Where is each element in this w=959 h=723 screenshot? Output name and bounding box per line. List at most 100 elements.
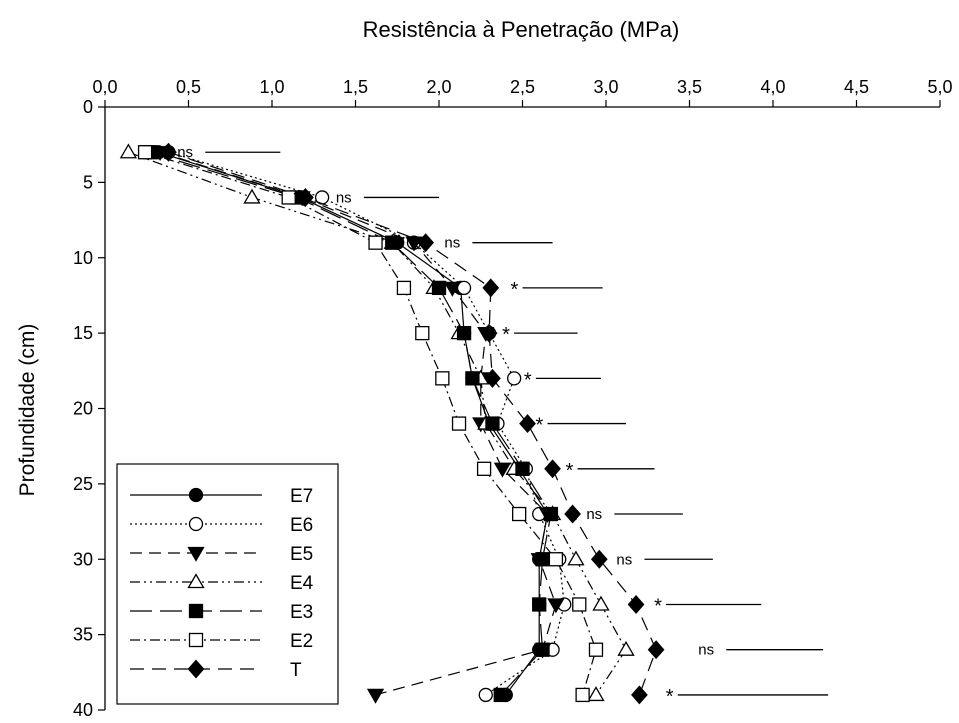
chart-title: Resistência à Penetração (MPa) <box>363 17 680 42</box>
data-point <box>484 368 501 388</box>
data-point <box>535 552 550 567</box>
legend-label: T <box>290 660 302 681</box>
data-point <box>243 188 261 204</box>
significance-label: * <box>536 415 544 437</box>
y-tick-label: 35 <box>73 625 93 645</box>
data-point <box>415 325 430 341</box>
data-point <box>535 642 550 657</box>
x-tick-label: 2,0 <box>426 77 451 97</box>
legend: E7 E6 E5 E4 E3 E2 T <box>116 463 339 705</box>
data-point <box>160 142 177 162</box>
data-point <box>631 685 648 705</box>
legend-label: E5 <box>290 544 313 565</box>
data-point <box>485 416 500 431</box>
data-point <box>567 550 585 566</box>
significance-label: * <box>511 279 519 301</box>
data-point <box>435 371 450 386</box>
significance-label: ns <box>616 551 632 568</box>
x-tick-label: 4,0 <box>760 77 785 97</box>
legend-entry: E3 <box>130 602 313 623</box>
data-point <box>385 235 400 250</box>
data-point <box>431 280 447 296</box>
data-point <box>451 416 467 431</box>
data-point <box>587 686 605 702</box>
data-point <box>588 642 604 657</box>
legend-label: E6 <box>290 515 313 536</box>
y-tick-label: 5 <box>83 172 93 192</box>
data-point <box>548 552 564 567</box>
data-point <box>544 459 561 479</box>
axes: 0,0 0,5 1,0 1,5 2,0 2,5 3,0 3,5 4,0 4,5 5,0 0 5 10 15 2… <box>73 77 953 720</box>
legend-label: E4 <box>290 573 314 594</box>
significance-label: * <box>502 324 510 346</box>
legend-entry: E5 <box>130 544 313 565</box>
legend-marker <box>188 487 204 503</box>
y-tick-label: 15 <box>73 323 93 343</box>
data-point <box>493 687 508 703</box>
legend-entry: T <box>130 659 302 681</box>
legend-marker <box>187 573 205 589</box>
data-point <box>532 597 547 612</box>
y-tick-label: 25 <box>73 474 93 494</box>
data-point <box>297 187 314 207</box>
y-tick-label: 30 <box>73 549 93 569</box>
legend-marker <box>188 516 204 532</box>
data-point <box>507 371 522 386</box>
x-tick-label: 0,0 <box>92 77 117 97</box>
x-tick-label: 1,5 <box>343 77 368 97</box>
legend-marker <box>187 659 205 679</box>
x-tick-label: 5,0 <box>927 77 952 97</box>
significance-label: * <box>524 369 532 391</box>
data-point <box>396 280 412 296</box>
y-tick-label: 20 <box>73 399 93 419</box>
data-point <box>281 190 296 205</box>
data-point <box>405 236 423 252</box>
data-point <box>543 506 559 522</box>
legend-entry: E6 <box>130 515 313 536</box>
y-axis-label: Profundidade (cm) <box>16 324 39 497</box>
legend-marker <box>188 632 204 648</box>
y-tick-label: 10 <box>73 248 93 268</box>
legend-marker <box>188 603 204 619</box>
significance-label: ns <box>586 506 602 523</box>
significance-label: ns <box>698 642 714 659</box>
significance-label: ns <box>444 235 460 252</box>
x-tick-label: 2,5 <box>510 77 535 97</box>
data-point <box>572 597 587 612</box>
significance-label: ns <box>336 189 352 206</box>
data-point <box>575 687 590 703</box>
data-point <box>515 461 530 476</box>
data-point <box>647 640 665 660</box>
data-point <box>480 323 498 343</box>
data-point <box>627 594 645 614</box>
legend-label: E3 <box>290 602 313 623</box>
data-point <box>617 640 635 656</box>
legend-entry: E2 <box>130 631 313 652</box>
significance-label: * <box>666 686 674 708</box>
series-e2 <box>137 145 604 703</box>
data-point <box>465 371 480 386</box>
legend-marker <box>187 546 205 562</box>
data-point <box>482 278 500 298</box>
data-point <box>478 687 493 703</box>
data-point <box>119 143 138 159</box>
data-point <box>443 281 461 297</box>
x-tick-label: 3,5 <box>677 77 702 97</box>
data-point <box>476 461 492 476</box>
data-point <box>512 506 527 522</box>
legend-entry: E7 <box>130 486 313 507</box>
data-point <box>417 233 435 253</box>
legend-box <box>116 463 339 705</box>
legend-label: E2 <box>290 631 313 652</box>
data-point <box>137 145 153 160</box>
x-tick-label: 0,5 <box>176 77 201 97</box>
data-point <box>592 595 610 611</box>
data-point <box>590 549 608 569</box>
y-tick-label: 40 <box>73 700 93 718</box>
data-point <box>456 280 472 296</box>
x-tick-label: 3,0 <box>593 77 618 97</box>
data-point <box>368 235 383 250</box>
data-point <box>547 598 565 614</box>
series-group <box>119 142 665 705</box>
